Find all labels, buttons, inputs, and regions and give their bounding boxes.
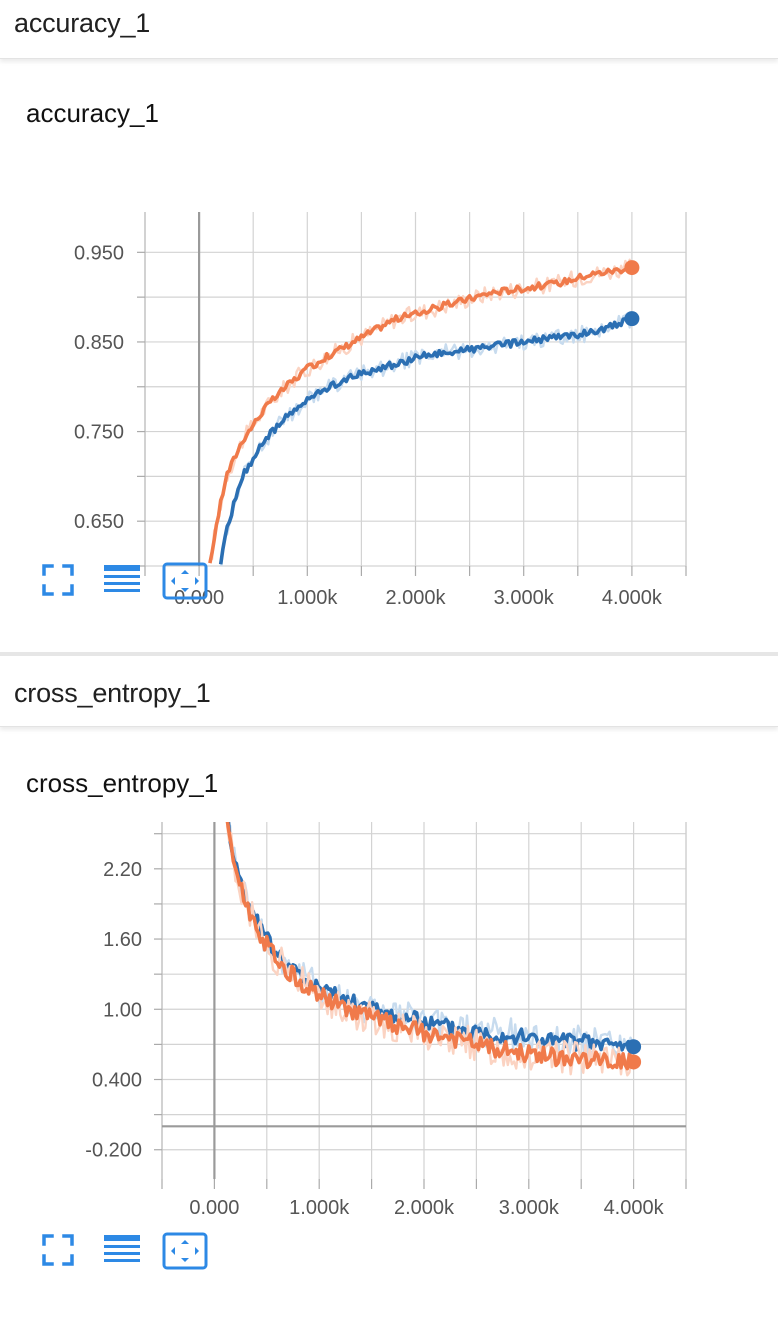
series-end-point bbox=[626, 1039, 642, 1055]
y-tick-label: 2.20 bbox=[103, 859, 142, 881]
chart-title: cross_entropy_1 bbox=[26, 768, 219, 798]
y-tick-label: 0.400 bbox=[92, 1070, 142, 1092]
chart-toolbar bbox=[40, 1232, 240, 1276]
series-end-point bbox=[624, 260, 640, 276]
y-tick-label: 0.850 bbox=[74, 332, 124, 354]
x-tick-label: 4.000k bbox=[602, 587, 663, 609]
chart-toolbar bbox=[40, 562, 240, 606]
chart-card-cross-entropy: cross_entropy_1 0.000 1.000k 2.000k 3.000k 4… bbox=[0, 732, 778, 1320]
x-tick-label: 2.000k bbox=[385, 587, 446, 609]
data-table-icon bbox=[104, 565, 140, 592]
section-header-cross-entropy[interactable]: cross_entropy_1 bbox=[0, 656, 778, 727]
cross-entropy-chart[interactable]: 0.000 1.000k 2.000k 3.000k 4.000k -0.200 0.400… bbox=[0, 732, 778, 1232]
x-tick-label: 3.000k bbox=[499, 1197, 560, 1219]
x-tick-label: 1.000k bbox=[289, 1197, 350, 1219]
data-table-button[interactable] bbox=[102, 1232, 146, 1272]
series-raw-line bbox=[209, 258, 634, 561]
y-tick-label: -0.200 bbox=[85, 1140, 142, 1162]
fullscreen-button[interactable] bbox=[40, 1232, 84, 1272]
series-smoothed-line bbox=[226, 822, 635, 1052]
y-tick-label: 0.950 bbox=[74, 242, 124, 264]
section-divider bbox=[0, 652, 778, 656]
fit-domain-button[interactable] bbox=[162, 1232, 208, 1272]
x-tick-label: 0.000 bbox=[189, 1197, 239, 1219]
data-table-icon bbox=[104, 1235, 140, 1262]
fit-domain-icon bbox=[162, 562, 208, 600]
fit-domain-button[interactable] bbox=[162, 562, 208, 602]
section-title: cross_entropy_1 bbox=[14, 678, 211, 708]
series-end-point bbox=[624, 311, 640, 327]
y-tick-label: 0.750 bbox=[74, 422, 124, 444]
grid bbox=[144, 212, 687, 567]
fullscreen-icon bbox=[42, 564, 74, 596]
x-tick-label: 3.000k bbox=[494, 587, 555, 609]
y-tick-label: 1.60 bbox=[103, 929, 142, 951]
series-group bbox=[225, 822, 636, 1077]
x-tick-label: 1.000k bbox=[277, 587, 338, 609]
x-tick-label: 4.000k bbox=[604, 1197, 665, 1219]
section-header-accuracy[interactable]: accuracy_1 bbox=[0, 0, 778, 59]
series-raw-line bbox=[220, 312, 634, 566]
x-tick-label: 2.000k bbox=[394, 1197, 455, 1219]
y-tick-label: 0.650 bbox=[74, 511, 124, 533]
series-smoothed-line bbox=[208, 265, 633, 564]
y-tick-label: 1.00 bbox=[103, 999, 142, 1021]
chart-title: accuracy_1 bbox=[26, 98, 159, 128]
chart-card-accuracy: accuracy_1 0.000 1.000k 2.000k 3.000k 4.000k… bbox=[0, 62, 778, 652]
series-group bbox=[208, 258, 634, 566]
series-smoothed-line bbox=[218, 316, 633, 565]
accuracy-chart[interactable]: 0.000 1.000k 2.000k 3.000k 4.000k0.6500.7500… bbox=[0, 62, 778, 609]
fit-domain-icon bbox=[162, 1232, 208, 1270]
fullscreen-icon bbox=[42, 1234, 74, 1266]
series-end-point bbox=[626, 1054, 642, 1070]
x-axis: 0.000 1.000k 2.000k 3.000k 4.000k -0.200 0.400… bbox=[85, 833, 687, 1219]
x-axis: 0.000 1.000k 2.000k 3.000k 4.000k0.6500.7500… bbox=[74, 242, 687, 609]
section-title: accuracy_1 bbox=[14, 8, 151, 38]
data-table-button[interactable] bbox=[102, 562, 146, 602]
fullscreen-button[interactable] bbox=[40, 562, 84, 602]
series-smoothed-line bbox=[225, 822, 636, 1071]
